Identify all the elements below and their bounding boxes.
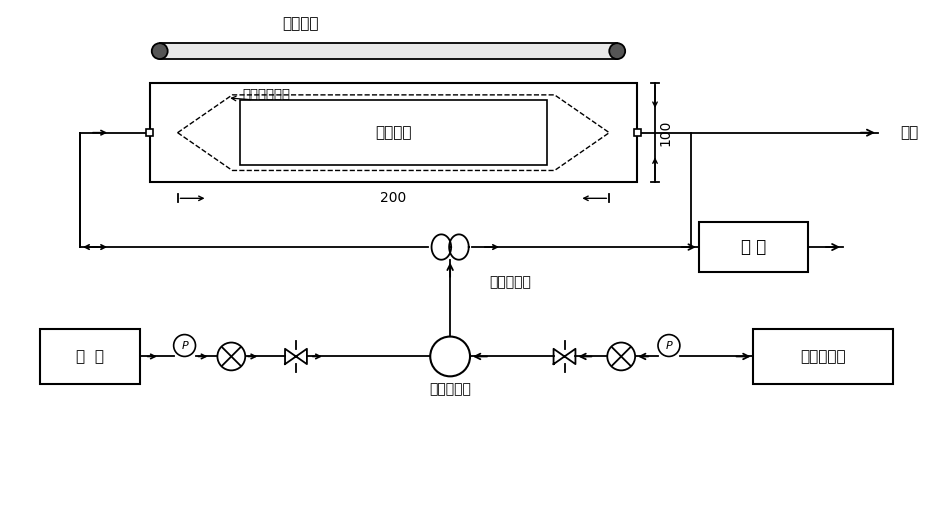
Bar (240, 100, 547, 165)
Text: 气体混合器: 气体混合器 (429, 382, 471, 396)
Text: 100: 100 (658, 119, 672, 146)
Circle shape (610, 43, 625, 59)
Text: 200: 200 (380, 191, 407, 205)
Circle shape (152, 43, 168, 59)
Circle shape (173, 334, 195, 356)
Circle shape (449, 237, 468, 257)
Circle shape (608, 343, 635, 370)
Bar (41, 329, 139, 385)
Text: 出口: 出口 (901, 125, 919, 140)
Text: P: P (665, 340, 672, 351)
Circle shape (431, 237, 451, 257)
Circle shape (217, 343, 246, 370)
Circle shape (658, 334, 680, 356)
Text: 分 析: 分 析 (740, 238, 766, 256)
Bar (754, 329, 893, 385)
Text: P: P (181, 340, 188, 351)
Text: 测试样片: 测试样片 (375, 125, 411, 140)
Bar (150, 83, 637, 182)
Text: 流量控制器: 流量控制器 (489, 275, 531, 289)
Bar (633, 129, 641, 136)
Text: 氧  气: 氧 气 (76, 349, 104, 364)
Text: 标准乙醚气: 标准乙醚气 (800, 349, 846, 364)
Text: 石英玻璃窗口: 石英玻璃窗口 (242, 89, 290, 101)
Text: 紫外光源: 紫外光源 (283, 16, 319, 31)
Bar (146, 129, 154, 136)
Bar (159, 43, 617, 59)
Bar (699, 222, 809, 272)
Circle shape (430, 336, 470, 376)
